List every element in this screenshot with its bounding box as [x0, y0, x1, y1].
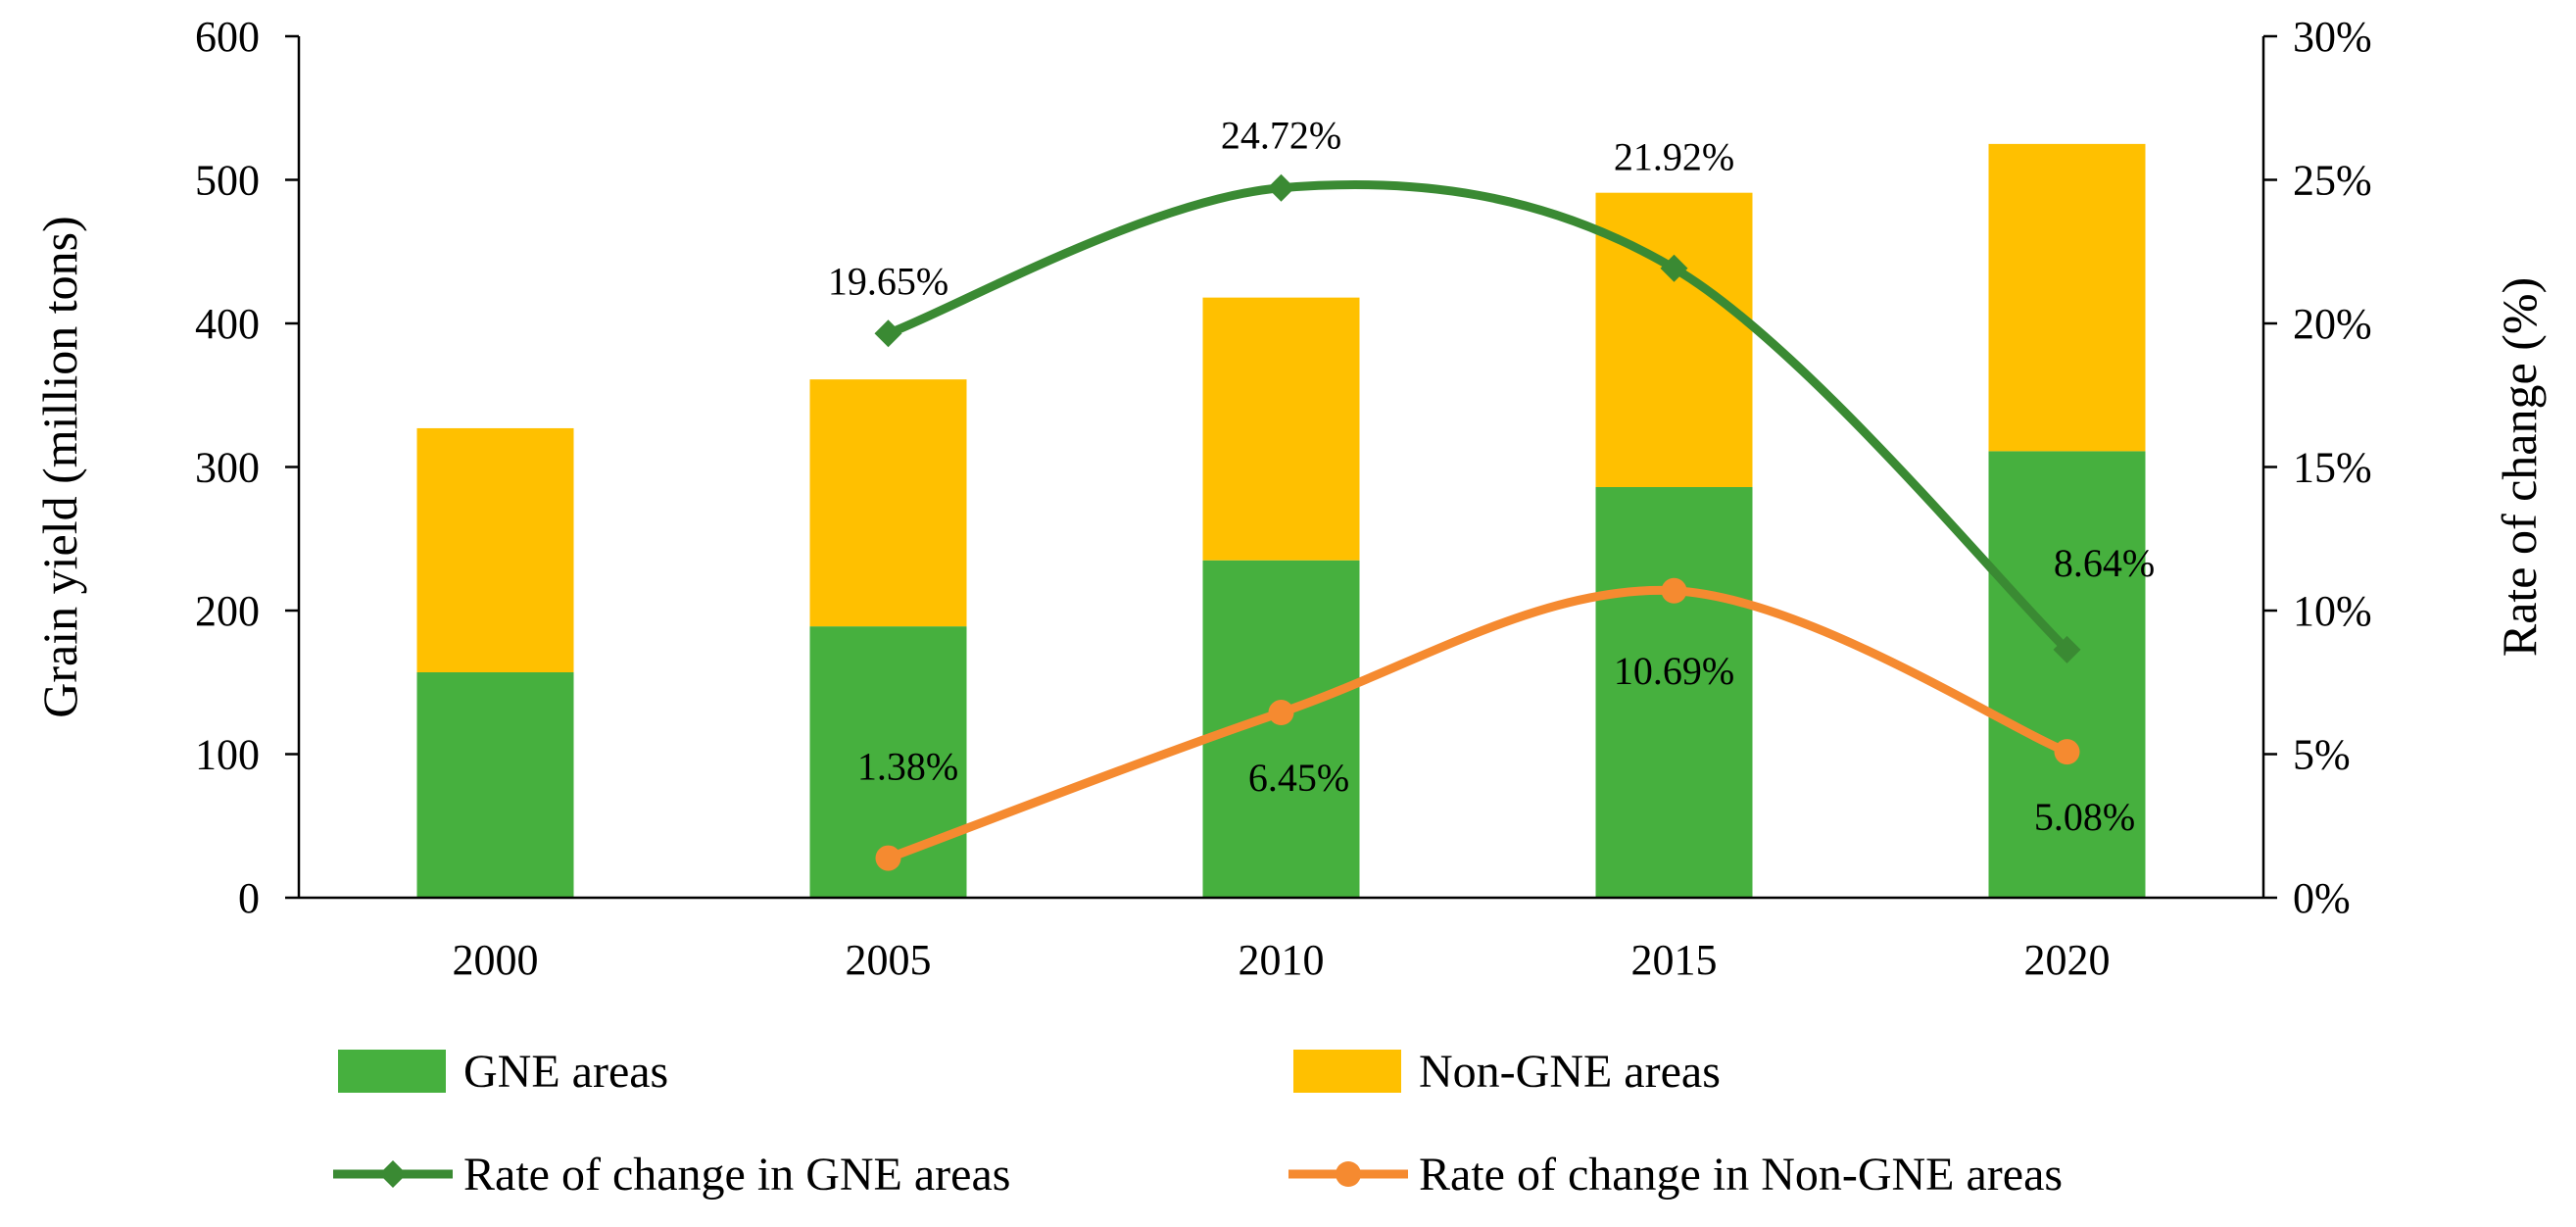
legend-label: Non-GNE areas — [1419, 1046, 1721, 1098]
legend: GNE areas Non-GNE areas Rate of change in … — [333, 1046, 2063, 1201]
bar-non-gne-areas-2005 — [809, 379, 967, 627]
right-tick-label: 15% — [2293, 444, 2372, 492]
left-tick-label: 600 — [195, 13, 260, 61]
bar-non-gne-areas-2000 — [416, 427, 574, 672]
point-rate-of-change-in-non-gne-areas-2005 — [875, 845, 901, 871]
legend-item-rate-of-change-in-non-gne-areas: Rate of change in Non-GNE areas — [1288, 1149, 2063, 1201]
left-tick-label: 0 — [238, 874, 260, 922]
bar-gne-areas-2020 — [1988, 451, 2146, 898]
data-labels-layer: 19.65% 24.72% 21.92% 8.64% 1.38% 6.45% 10.69% 5… — [828, 114, 2155, 839]
legend-label: Rate of change in GNE areas — [463, 1149, 1010, 1201]
left-tick-label: 200 — [195, 587, 260, 635]
data-label-rate-of-change-in-gne-areas: 21.92% — [1614, 135, 1734, 179]
point-rate-of-change-in-gne-areas-2005 — [874, 319, 902, 348]
right-tick-label: 5% — [2293, 731, 2351, 779]
point-rate-of-change-in-non-gne-areas-2015 — [1661, 577, 1687, 604]
point-rate-of-change-in-gne-areas-2010 — [1267, 173, 1295, 202]
data-label-rate-of-change-in-gne-areas: 19.65% — [828, 259, 948, 303]
x-tick-label: 2020 — [2024, 936, 2111, 984]
point-rate-of-change-in-non-gne-areas-2020 — [2054, 739, 2080, 765]
legend-swatch — [338, 1050, 446, 1093]
data-label-rate-of-change-in-non-gne-areas: 10.69% — [1614, 649, 1734, 693]
legend-label: Rate of change in Non-GNE areas — [1419, 1149, 2063, 1201]
data-label-rate-of-change-in-non-gne-areas: 1.38% — [857, 745, 958, 789]
line-rate-of-change-in-gne-areas — [884, 179, 2071, 655]
data-label-rate-of-change-in-gne-areas: 8.64% — [2054, 541, 2155, 585]
lines-layer — [874, 173, 2081, 871]
bar-gne-areas-2000 — [416, 671, 574, 898]
right-tick-label: 25% — [2293, 157, 2372, 205]
x-tick-label: 2005 — [846, 936, 932, 984]
point-rate-of-change-in-gne-areas-2020 — [2053, 635, 2081, 663]
x-tick-label: 2010 — [1239, 936, 1325, 984]
point-rate-of-change-in-non-gne-areas-2010 — [1268, 700, 1294, 726]
y-axis-title: Grain yield (million tons) — [32, 216, 87, 717]
legend-label: GNE areas — [463, 1046, 668, 1098]
legend-item-rate-of-change-in-gne-areas: Rate of change in GNE areas — [333, 1149, 1010, 1201]
data-label-rate-of-change-in-non-gne-areas: 6.45% — [1248, 756, 1349, 800]
x-tick-label: 2000 — [453, 936, 539, 984]
line-rate-of-change-in-non-gne-areas — [884, 585, 2071, 863]
bar-non-gne-areas-2020 — [1988, 143, 2146, 452]
point-rate-of-change-in-gne-areas-2015 — [1660, 254, 1688, 282]
right-tick-label: 10% — [2293, 587, 2372, 635]
y2-axis-title: Rate of change (%) — [2492, 277, 2547, 657]
data-label-rate-of-change-in-non-gne-areas: 5.08% — [2034, 795, 2135, 839]
legend-item-gne-areas: GNE areas — [338, 1046, 668, 1098]
legend-item-non-gne-areas: Non-GNE areas — [1293, 1046, 1721, 1098]
data-label-rate-of-change-in-gne-areas: 24.72% — [1221, 114, 1341, 158]
legend-swatch — [1293, 1050, 1401, 1093]
legend-marker — [379, 1160, 407, 1188]
bar-gne-areas-2015 — [1595, 487, 1753, 898]
right-tick-label: 20% — [2293, 300, 2372, 348]
left-tick-label: 300 — [195, 444, 260, 492]
bar-non-gne-areas-2010 — [1202, 297, 1360, 561]
legend-marker — [1336, 1161, 1361, 1187]
right-tick-label: 30% — [2293, 13, 2372, 61]
right-tick-label: 0% — [2293, 874, 2351, 922]
left-tick-label: 400 — [195, 300, 260, 348]
left-tick-label: 100 — [195, 731, 260, 779]
left-tick-label: 500 — [195, 157, 260, 205]
axes-layer: 0 100 200 300 400 500 600 0% 5% 10% 15% 20% 25% 30% 20… — [32, 13, 2547, 984]
x-tick-label: 2015 — [1631, 936, 1718, 984]
